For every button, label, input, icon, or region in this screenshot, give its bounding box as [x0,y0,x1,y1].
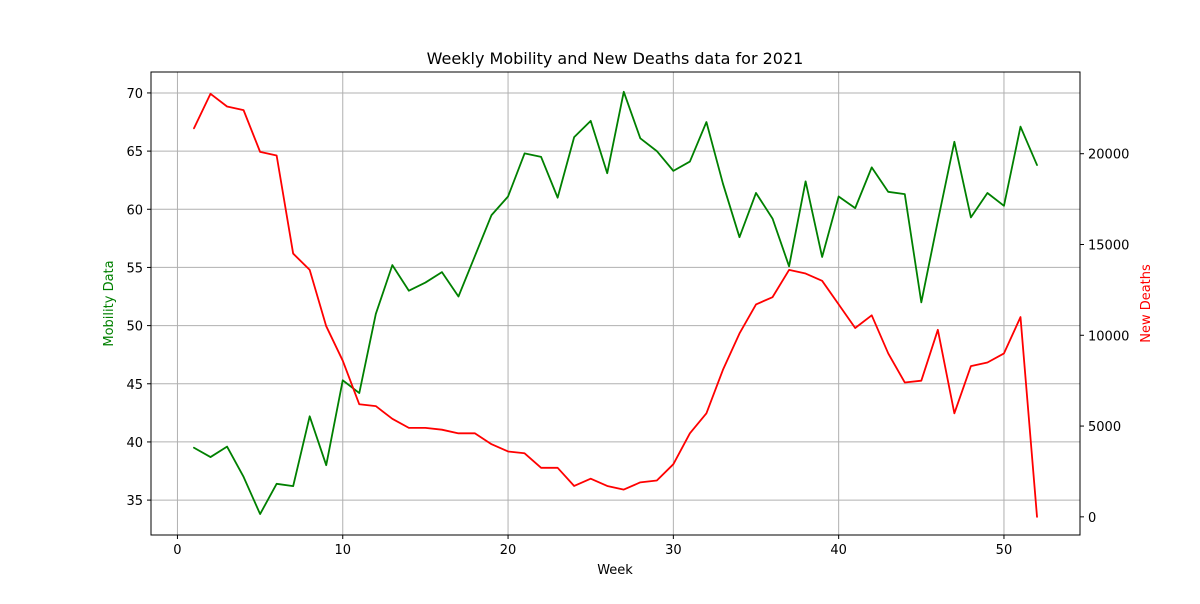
right-y-axis-title: New Deaths [1139,264,1154,343]
left-y-axis-title: Mobility Data [102,260,117,346]
right-y-axis-ticks: 0 5000 10000 15000 20000 [1080,148,1129,526]
left-y-tick-label: 40 [126,436,143,451]
left-y-tick-label: 70 [126,87,143,102]
left-y-tick-label: 60 [126,203,143,218]
left-y-tick-label: 65 [126,145,143,160]
x-tick-label: 30 [665,543,682,558]
x-tick-label: 50 [996,543,1013,558]
x-tick-label: 20 [500,543,517,558]
left-y-tick-label: 35 [126,494,143,509]
right-y-tick-label: 10000 [1088,329,1129,344]
x-axis-ticks: 0 10 20 30 40 50 [173,535,1012,558]
right-y-tick-label: 20000 [1088,148,1129,163]
x-tick-label: 10 [334,543,351,558]
x-tick-label: 40 [830,543,847,558]
left-y-tick-label: 55 [126,261,143,276]
right-y-tick-label: 15000 [1088,238,1129,253]
grid-lines [151,72,1080,535]
mobility-series-line [193,90,1038,515]
series-lines [193,90,1038,518]
right-y-tick-label: 5000 [1088,420,1121,435]
right-y-tick-label: 0 [1088,511,1096,526]
left-y-tick-label: 45 [126,378,143,393]
x-tick-label: 0 [173,543,181,558]
new-deaths-series-line [193,92,1038,518]
left-y-tick-label: 50 [126,320,143,335]
x-axis-title: Week [597,563,633,578]
plot-area-frame [150,71,1081,536]
chart-title: Weekly Mobility and New Deaths data for … [427,49,804,68]
left-y-axis-ticks: 35 40 45 50 55 60 65 70 [126,87,151,509]
